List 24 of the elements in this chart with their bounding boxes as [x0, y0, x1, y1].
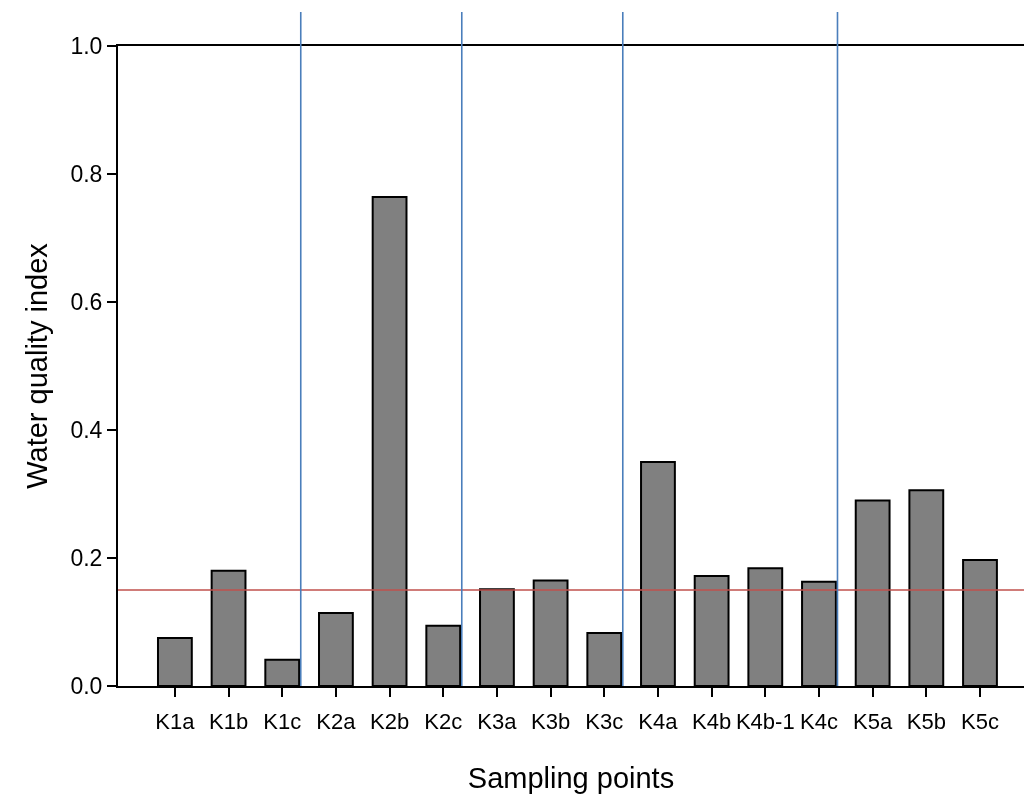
- x-tick-label: K3c: [585, 709, 624, 735]
- y-tick-label: 0.8: [70, 161, 103, 188]
- y-tick-label: 1.0: [70, 33, 103, 60]
- x-tick-label: K3b: [531, 709, 571, 735]
- x-tick-label: K3a: [477, 709, 518, 735]
- x-tick-label: K4a: [638, 709, 679, 735]
- y-tick-label: 0.2: [70, 545, 103, 572]
- x-tick-label: K4b: [692, 709, 732, 735]
- x-tick-label: K1a: [155, 709, 196, 735]
- y-axis-title: Water quality index: [21, 242, 54, 489]
- x-tick-label: K5b: [906, 709, 946, 735]
- x-tick-label: K2a: [316, 709, 357, 735]
- x-tick-label: K2c: [424, 709, 463, 735]
- x-tick-label: K4b-1: [735, 709, 795, 735]
- x-tick-label: K1b: [208, 709, 249, 735]
- y-tick-label: 0.6: [70, 289, 103, 316]
- x-tick-label: K1c: [263, 709, 302, 735]
- y-tick-label: 0.0: [70, 673, 103, 700]
- x-tick-label: K5a: [853, 709, 893, 735]
- x-tick-label: K2b: [370, 709, 410, 735]
- x-tick-label: K5c: [961, 709, 999, 735]
- y-tick-label: 0.4: [70, 417, 103, 444]
- x-axis-title: Sampling points: [467, 761, 675, 794]
- x-tick-label: K4c: [800, 709, 838, 735]
